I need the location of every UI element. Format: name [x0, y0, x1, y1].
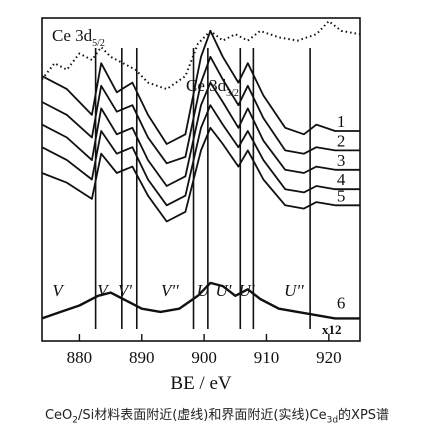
peak-label-1: V [52, 281, 65, 300]
spectrum-line-1 [41, 30, 360, 145]
x-tick-label-890: 890 [129, 348, 155, 367]
spectrum-line-4 [41, 104, 360, 207]
peak-label-6: U' [215, 281, 231, 300]
peak-label-8: U'' [284, 281, 304, 300]
x-axis-label: BE / eV [170, 373, 231, 394]
peak-label-5: U [197, 281, 211, 300]
series-label-4: 4 [337, 170, 346, 189]
ce3d32-label: Ce 3d3/2 [186, 76, 239, 99]
spectrum-line-6 [41, 281, 360, 320]
x-tick-label-910: 910 [254, 348, 280, 367]
peak-label-3: V' [118, 281, 132, 300]
series-label-3: 3 [337, 151, 346, 170]
peak-label-7: U' [239, 281, 255, 300]
peak-label-4: V'' [161, 281, 179, 300]
x-tick-label-900: 900 [191, 348, 217, 367]
x-tick-label-880: 880 [67, 348, 93, 367]
series-label-5: 5 [337, 186, 346, 205]
series-label-6: 6 [337, 293, 346, 312]
series-label-1: 1 [337, 112, 346, 131]
ce3d52-label: Ce 3d5/2 [52, 26, 105, 49]
x-tick-label-920: 920 [316, 348, 342, 367]
plot-frame [41, 17, 361, 342]
x12-label: x12 [322, 322, 342, 337]
peak-label-2: V [97, 281, 110, 300]
spectrum-line-3 [41, 81, 360, 187]
figure-caption: CeO2/Si材料表面附近(虚线)和界面附近(实线)Ce3d的XPS谱 [44, 408, 390, 426]
spectrum-line-5 [41, 126, 360, 223]
series-label-2: 2 [337, 131, 346, 150]
spectrum-line-2 [41, 55, 360, 165]
